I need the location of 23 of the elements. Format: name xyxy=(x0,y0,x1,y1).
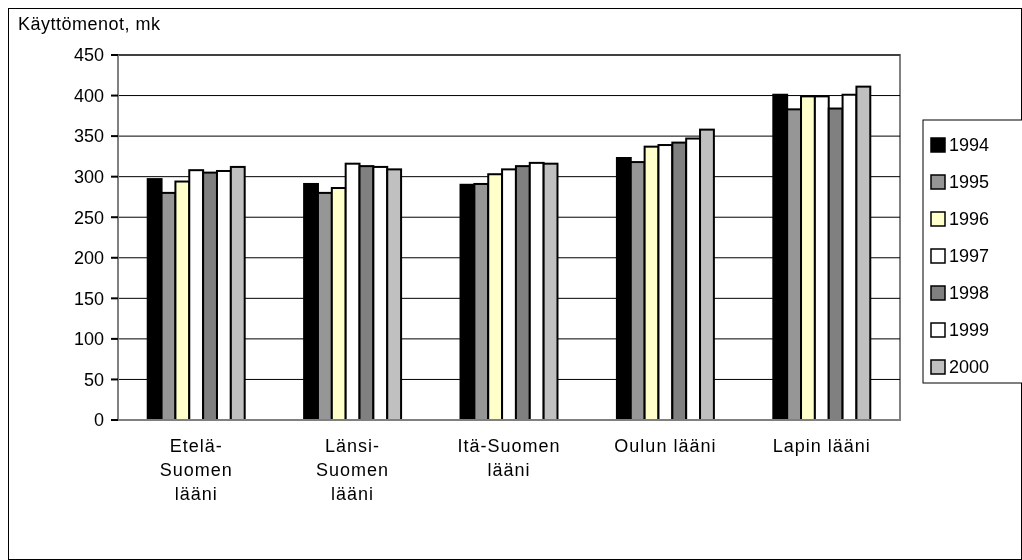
legend-label: 1998 xyxy=(949,283,990,304)
legend-label: 1997 xyxy=(949,246,990,267)
y-tick-label: 100 xyxy=(73,329,104,350)
legend-label: 1996 xyxy=(949,209,990,230)
x-tick-label: Lapin lääni xyxy=(772,436,871,456)
x-tick-label: Itä-Suomen lääni xyxy=(457,436,561,480)
legend-label: 2000 xyxy=(949,357,990,378)
y-tick-label: 400 xyxy=(73,85,104,106)
y-tick-label: 250 xyxy=(73,207,104,228)
x-tick-label: Etelä-Suomen lääni xyxy=(159,436,233,504)
y-tick-label: 0 xyxy=(93,410,104,431)
y-tick-label: 450 xyxy=(73,45,104,66)
y-tick-label: 150 xyxy=(73,288,104,309)
y-tick-label: 300 xyxy=(73,166,104,187)
x-tick-label: Oulun lääni xyxy=(614,436,717,456)
y-tick-label: 50 xyxy=(83,369,104,390)
legend-label: 1995 xyxy=(949,172,990,193)
y-tick-label: 200 xyxy=(73,248,104,269)
legend-label: 1999 xyxy=(949,320,990,341)
y-tick-label: 350 xyxy=(73,126,104,147)
legend-label: 1994 xyxy=(949,135,990,156)
x-tick-label: Länsi-Suomen lääni xyxy=(316,436,390,504)
y-axis-title: Käyttömenot, mk xyxy=(18,14,162,34)
